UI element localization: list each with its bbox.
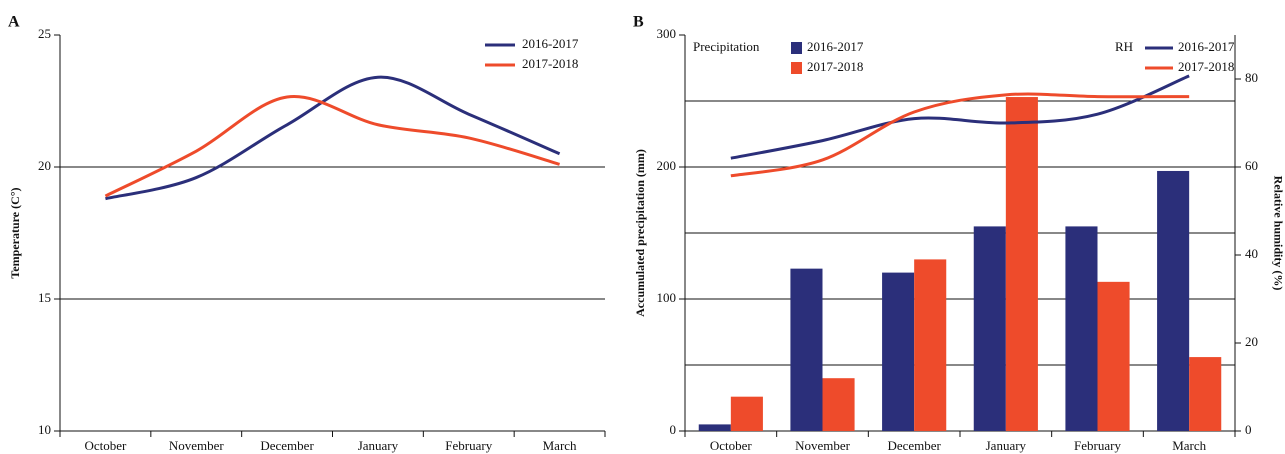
bar xyxy=(698,424,731,431)
legend-label: 2016-2017 xyxy=(807,39,864,54)
y2-tick-label: 0 xyxy=(1245,422,1252,437)
x-tick-label: February xyxy=(445,438,492,453)
x-tick-label: November xyxy=(795,438,851,453)
bar xyxy=(1189,357,1222,431)
legend-title: Precipitation xyxy=(693,39,760,54)
y-tick-label: 100 xyxy=(657,290,677,305)
y2-tick-label: 20 xyxy=(1245,334,1258,349)
bar xyxy=(730,396,763,431)
x-tick-label: March xyxy=(543,438,577,453)
y2-axis-label: Relative humidity (%) xyxy=(1271,176,1285,291)
line xyxy=(730,74,1190,160)
bar xyxy=(882,272,915,431)
y2-tick-label: 80 xyxy=(1245,70,1258,85)
y-tick-label: 0 xyxy=(670,422,677,437)
legend-swatch xyxy=(791,62,802,74)
bar xyxy=(914,259,947,431)
bar xyxy=(822,378,855,431)
y-axis-label: Accumulated precipitation (mm) xyxy=(633,149,647,317)
y-tick-label: 10 xyxy=(38,422,51,437)
y2-tick-label: 40 xyxy=(1245,246,1258,261)
y-tick-label: 20 xyxy=(38,158,51,173)
legend-swatch xyxy=(791,42,802,54)
legend-label: 2016-2017 xyxy=(522,36,579,51)
y-axis-label: Temperature (C°) xyxy=(8,187,22,278)
y-tick-label: 25 xyxy=(38,26,51,41)
x-tick-label: February xyxy=(1074,438,1121,453)
y2-tick-label: 60 xyxy=(1245,158,1258,173)
x-tick-label: October xyxy=(84,438,127,453)
legend-label: 2017-2018 xyxy=(807,59,863,74)
legend-label: 2016-2017 xyxy=(1178,39,1235,54)
x-tick-label: December xyxy=(260,438,314,453)
bar xyxy=(1097,281,1130,431)
x-tick-label: October xyxy=(710,438,753,453)
panel-label: B xyxy=(633,14,644,31)
bar xyxy=(973,226,1006,431)
x-tick-label: November xyxy=(169,438,225,453)
line xyxy=(105,75,561,201)
bar xyxy=(1065,226,1098,431)
line xyxy=(730,92,1190,178)
x-tick-label: March xyxy=(1172,438,1206,453)
y-tick-label: 300 xyxy=(657,26,677,41)
y-tick-label: 15 xyxy=(38,290,51,305)
line xyxy=(104,95,561,198)
x-tick-label: January xyxy=(986,438,1027,453)
x-tick-label: January xyxy=(358,438,399,453)
panel-label: A xyxy=(8,14,20,31)
legend-title: RH xyxy=(1115,39,1133,54)
legend-label: 2017-2018 xyxy=(522,56,578,71)
x-tick-label: December xyxy=(887,438,941,453)
bar xyxy=(1157,170,1190,431)
bar xyxy=(790,268,823,431)
bar xyxy=(1005,97,1038,431)
legend-label: 2017-2018 xyxy=(1178,59,1234,74)
y-tick-label: 200 xyxy=(657,158,677,173)
